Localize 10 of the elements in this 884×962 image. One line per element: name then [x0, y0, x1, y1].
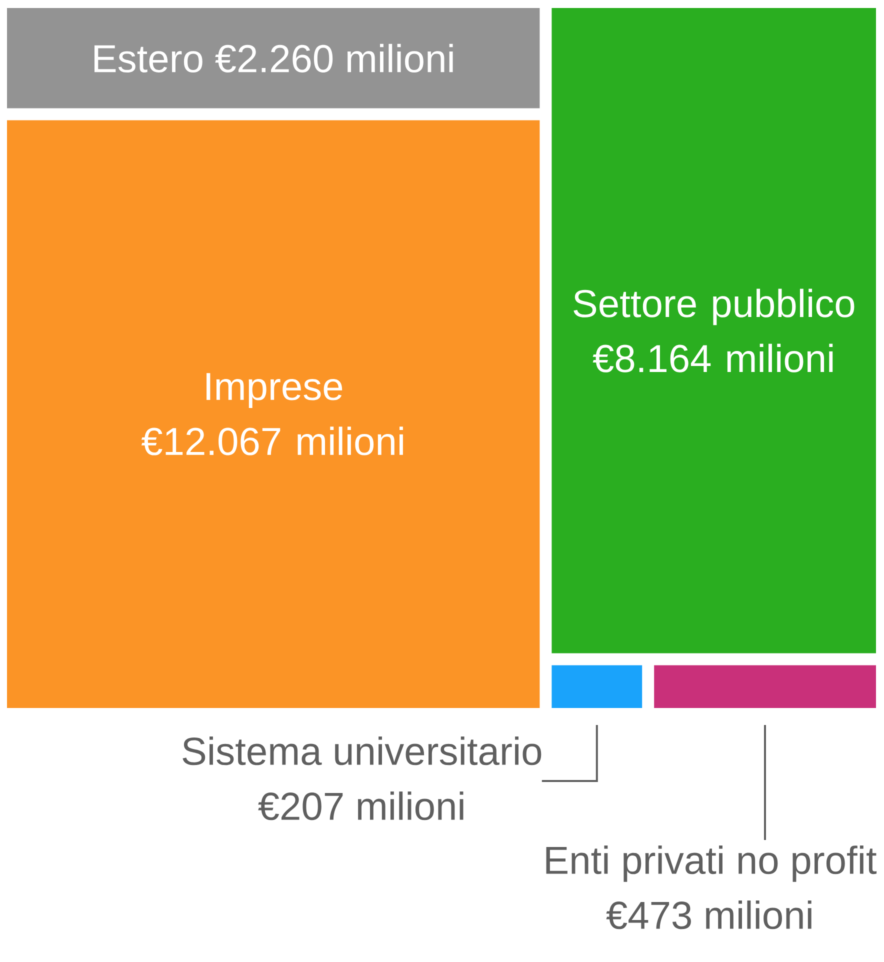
- category-label: Settore pubblico: [574, 288, 854, 326]
- data-label: €207 milioni: [258, 792, 464, 820]
- data-label: €2.260 milioni: [215, 44, 453, 73]
- data-label: €473 milioni: [606, 900, 812, 930]
- data-label: €12.067 milioni: [141, 426, 403, 456]
- data-label: €8.164 milioni: [592, 344, 833, 372]
- category-label: Enti privati no profit: [546, 846, 877, 882]
- category-label: Estero: [94, 45, 202, 73]
- category-label: Sistema universitario: [182, 736, 542, 766]
- category-label: Imprese: [206, 373, 342, 408]
